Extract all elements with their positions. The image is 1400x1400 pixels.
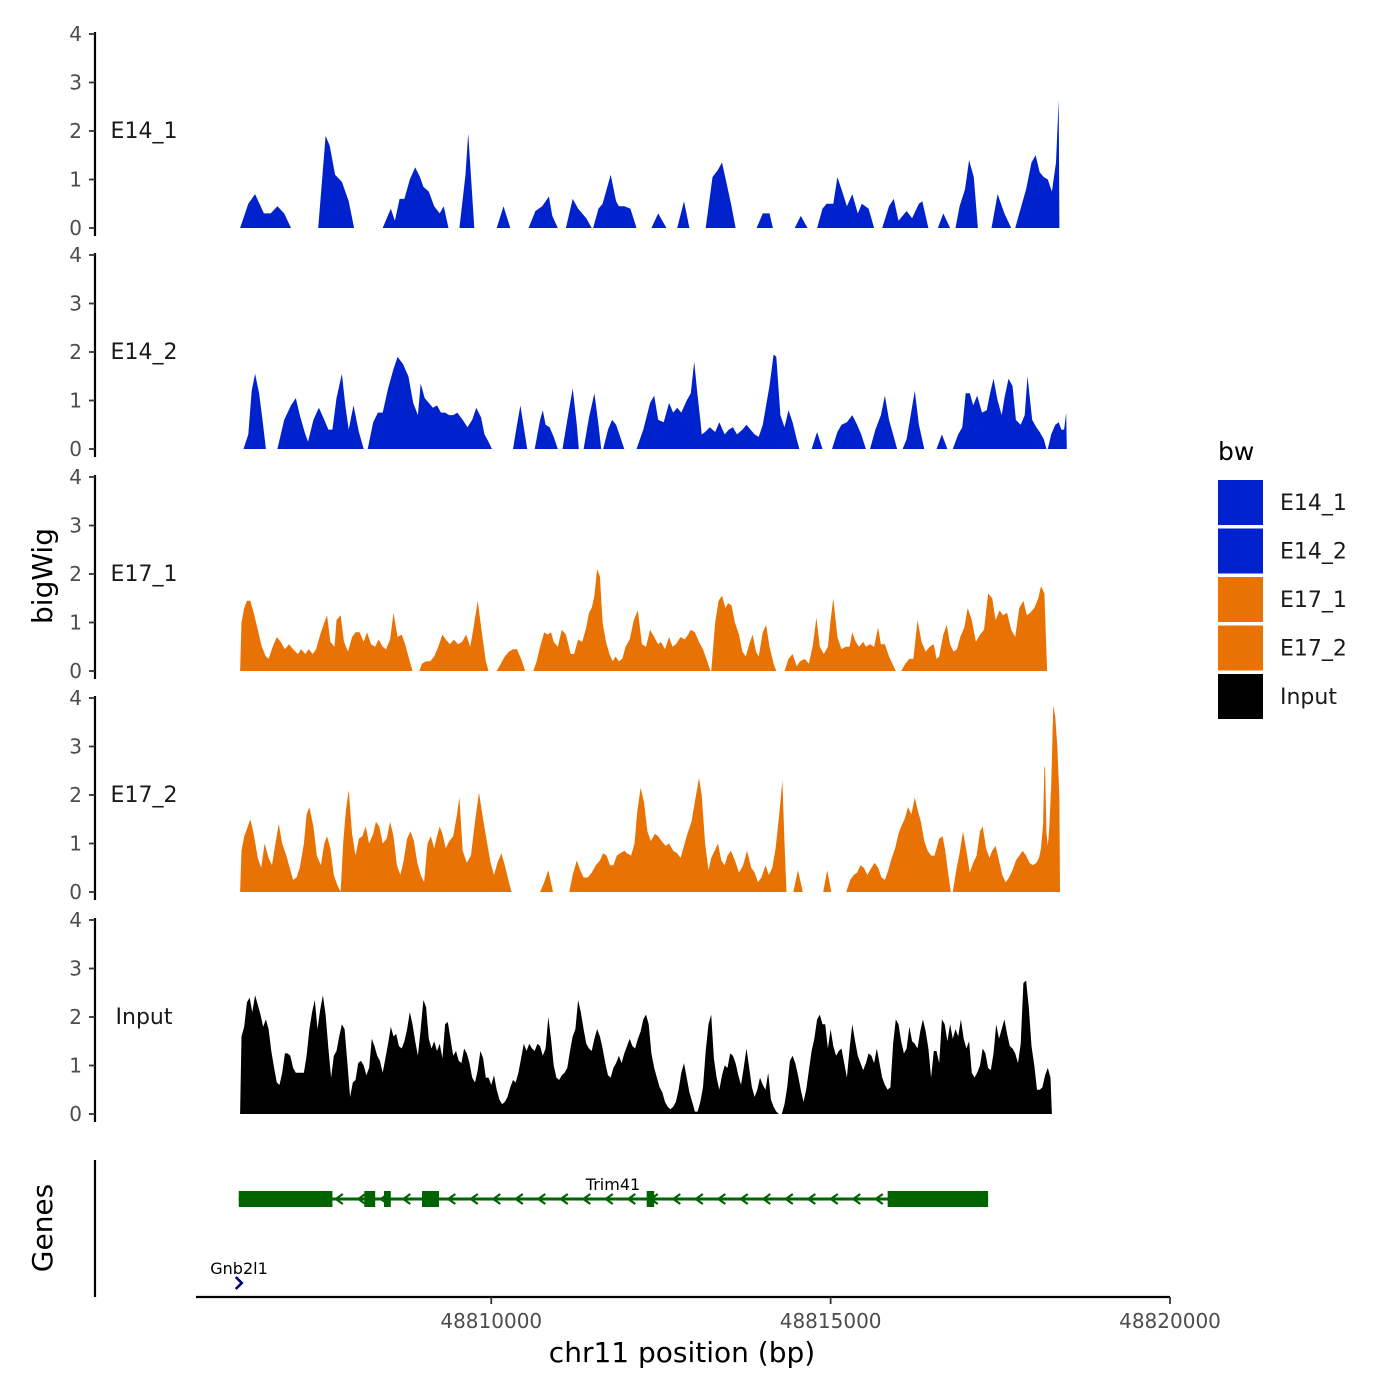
legend: bw E14_1 E14_2 E17_1 E17_2 Input: [1218, 437, 1347, 719]
strand-chevron-icon: [356, 1193, 366, 1205]
y-tick-label: 3: [69, 292, 82, 316]
y-tick-label: 0: [69, 1102, 82, 1126]
track-label: E17_2: [111, 783, 178, 808]
strand-chevron-icon: [234, 1276, 244, 1290]
strand-chevron-icon: [401, 1193, 411, 1205]
strand-chevron-icon: [738, 1193, 749, 1205]
y-tick-label: 3: [69, 71, 82, 95]
x-axis: 48810000 48815000 48820000: [196, 1295, 1221, 1333]
x-axis-title: chr11 position (bp): [549, 1336, 815, 1369]
gene-label-trim41: Trim41: [585, 1175, 640, 1194]
y-tick-label: 0: [69, 216, 82, 240]
strand-chevron-icon: [671, 1193, 681, 1205]
strand-chevron-icon: [761, 1193, 771, 1205]
strand-chevron-icon: [806, 1193, 816, 1205]
signal-area-e14-2: [243, 354, 1067, 449]
track-panel-input: 0 1 2 3 4 Input: [69, 908, 1052, 1126]
strand-chevron-icon: [536, 1193, 546, 1205]
strand-chevron-icon: [603, 1193, 614, 1205]
track-panel-e17-2: 0 1 2 3 4 E17_2: [69, 686, 1061, 904]
y-tick-label: 3: [69, 735, 82, 759]
x-tick-label: 48820000: [1119, 1309, 1221, 1333]
signal-area-e17-1: [240, 569, 1048, 671]
x-tick-label: 48815000: [780, 1309, 882, 1333]
legend-label: Input: [1280, 685, 1337, 710]
legend-label: E17_1: [1280, 588, 1347, 613]
gene-trim41-exon: [422, 1191, 439, 1207]
strand-chevron-icon: [873, 1193, 884, 1205]
x-tick-label: 48810000: [440, 1309, 542, 1333]
strand-chevron-icon: [783, 1193, 794, 1205]
track-label: E14_1: [111, 119, 178, 144]
legend-label: E17_2: [1280, 637, 1347, 662]
track-label: E17_1: [111, 562, 178, 587]
legend-key-e17-1: [1218, 577, 1263, 622]
y-tick-label: 3: [69, 957, 82, 981]
strand-chevron-icon: [446, 1193, 456, 1205]
legend-key-e14-1: [1218, 480, 1263, 525]
strand-chevron-icon: [491, 1193, 501, 1205]
y-tick-label: 1: [69, 611, 82, 635]
y-tick-label: 3: [69, 514, 82, 538]
y-tick-label: 1: [69, 389, 82, 413]
track-panel-e17-1: 0 1 2 3 4 E17_1: [69, 465, 1048, 683]
track-label: Input: [116, 1005, 173, 1030]
legend-label: E14_2: [1280, 540, 1347, 565]
signal-area-input: [240, 980, 1052, 1114]
track-label: E14_2: [111, 340, 178, 365]
y-tick-label: 1: [69, 832, 82, 856]
y-tick-label: 4: [69, 908, 82, 932]
strand-chevron-icon: [626, 1193, 636, 1205]
gene-trim41-exon: [238, 1191, 333, 1207]
y-tick-label: 4: [69, 243, 82, 267]
y-tick-label: 0: [69, 437, 82, 461]
genes-track-title: Genes: [26, 1184, 59, 1272]
strand-chevron-icon: [828, 1193, 839, 1205]
y-tick-label: 2: [69, 783, 82, 807]
y-tick-label: 2: [69, 562, 82, 586]
y-tick-label: 1: [69, 1054, 82, 1078]
gene-trim41-exon: [364, 1191, 376, 1207]
track-panel-e14-1: 0 1 2 3 4 E14_1: [69, 22, 1060, 240]
bigwig-tracks: 0 1 2 3 4 E14_1 0 1 2 3 4 E14_2 0 1 2 3 4 E17_1 0 1 2 3 4 E17_2…: [69, 22, 1067, 1126]
y-tick-label: 1: [69, 168, 82, 192]
gene-trim41: Trim41: [238, 1175, 989, 1207]
strand-chevron-icon: [333, 1193, 344, 1205]
y-axis-title: bigWig: [26, 528, 59, 624]
strand-chevron-icon: [558, 1193, 569, 1205]
y-tick-label: 4: [69, 22, 82, 46]
strand-chevron-icon: [513, 1193, 524, 1205]
signal-area-e17-2: [240, 705, 1061, 892]
y-tick-label: 4: [69, 465, 82, 489]
y-tick-label: 2: [69, 119, 82, 143]
gene-annotation-track: Trim41 Gnb2l1: [93, 1160, 989, 1297]
gene-gnb2l1: Gnb2l1: [210, 1259, 268, 1290]
y-tick-label: 0: [69, 880, 82, 904]
legend-label: E14_1: [1280, 491, 1347, 516]
signal-area-e14-1: [240, 99, 1060, 228]
legend-key-e17-2: [1218, 625, 1263, 671]
gene-trim41-exon: [646, 1191, 655, 1207]
y-tick-label: 0: [69, 659, 82, 683]
legend-key-input: [1218, 674, 1263, 719]
y-tick-label: 4: [69, 686, 82, 710]
gene-label-gnb2l1: Gnb2l1: [210, 1259, 268, 1278]
strand-chevron-icon: [468, 1193, 479, 1205]
gene-trim41-exon: [887, 1191, 989, 1207]
strand-chevron-icon: [716, 1193, 726, 1205]
y-tick-label: 2: [69, 1005, 82, 1029]
strand-chevron-icon: [581, 1193, 591, 1205]
legend-title: bw: [1218, 437, 1254, 466]
track-panel-e14-2: 0 1 2 3 4 E14_2: [69, 243, 1067, 461]
y-tick-label: 2: [69, 340, 82, 364]
gene-trim41-exon: [384, 1191, 391, 1207]
legend-key-e14-2: [1218, 528, 1263, 574]
strand-chevron-icon: [851, 1193, 861, 1205]
strand-chevron-icon: [693, 1193, 704, 1205]
